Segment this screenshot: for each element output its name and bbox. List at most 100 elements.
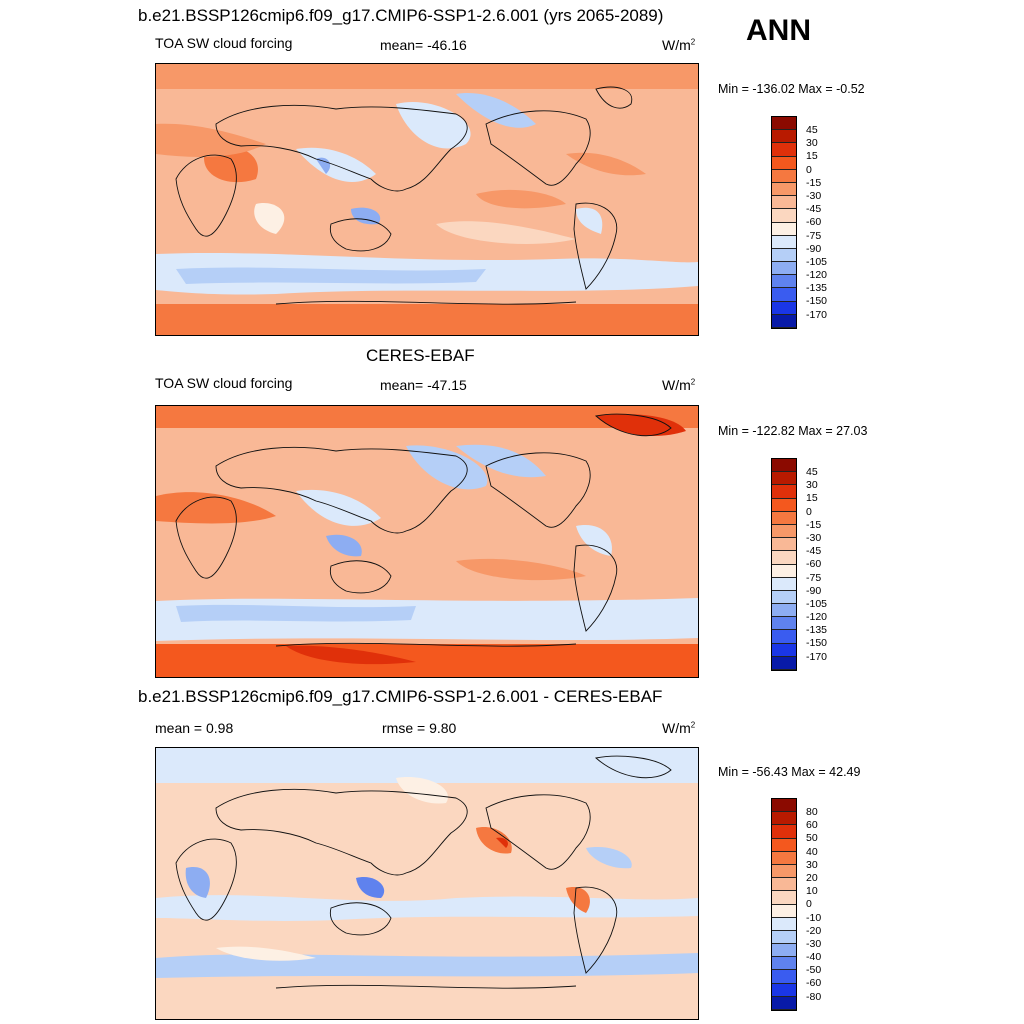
panel-3-colorbar-labels: 80 60 50 40 30 20 10 0 -10 -20 -30 -40 -50 -60 -80 — [806, 806, 821, 1004]
panel-1-colorbar-labels: 45 30 15 0 -15 -30 -45 -60 -75 -90 -105 -120 -135 -15… — [806, 124, 827, 322]
colorbar-swatch — [772, 275, 796, 289]
colorbar-swatch — [772, 630, 796, 644]
panel-1-mean: mean= -46.16 — [380, 37, 467, 53]
colorbar-swatch — [772, 564, 796, 578]
panel-3-units: W/m2 — [662, 720, 696, 736]
panel-1-colorbar — [771, 116, 797, 329]
colorbar-tick-label: 45 — [806, 466, 818, 478]
panel-1-minmax: Min = -136.02 Max = -0.52 — [718, 82, 865, 96]
colorbar-tick-label: -60 — [806, 977, 822, 990]
panel-2-units: W/m2 — [662, 377, 696, 393]
colorbar-tick-label: -10 — [806, 911, 822, 924]
colorbar-tick-label: -30 — [806, 937, 822, 950]
colorbar-tick-label: -80 — [806, 990, 822, 1003]
panel-1-variable: TOA SW cloud forcing — [155, 35, 293, 51]
panel-2-colorbar — [771, 458, 797, 671]
panel-1-title: b.e21.BSSP126cmip6.f09_g17.CMIP6-SSP1-2.… — [138, 6, 664, 25]
colorbar-tick-label: -135 — [806, 624, 828, 637]
colorbar-swatch — [772, 577, 796, 591]
colorbar-tick-label: 45 — [806, 124, 818, 136]
colorbar-swatch — [772, 825, 796, 839]
colorbar-swatch — [772, 930, 796, 945]
colorbar-tick-label: -105 — [806, 255, 828, 268]
colorbar-tick-label: -120 — [806, 269, 828, 282]
colorbar-tick-label: -170 — [806, 308, 828, 321]
colorbar-swatch — [772, 498, 796, 512]
colorbar-swatch — [772, 838, 796, 852]
colorbar-swatch — [772, 511, 796, 525]
colorbar-swatch — [772, 656, 796, 670]
colorbar-tick-label: -150 — [806, 637, 828, 650]
colorbar-swatch — [772, 182, 796, 197]
colorbar-tick-label: -15 — [806, 176, 822, 189]
colorbar-swatch — [772, 222, 796, 236]
colorbar-swatch — [772, 617, 796, 631]
colorbar-tick-label: -105 — [806, 597, 828, 610]
panel-3-colorbar — [771, 798, 797, 1011]
colorbar-swatch — [772, 472, 796, 486]
colorbar-swatch — [772, 301, 796, 315]
colorbar-tick-label: -170 — [806, 650, 828, 663]
colorbar-tick-label: -60 — [806, 558, 822, 571]
colorbar-swatch — [772, 485, 796, 499]
colorbar-swatch — [772, 983, 796, 997]
panel-2-mean: mean= -47.15 — [380, 377, 467, 393]
colorbar-swatch — [772, 878, 796, 892]
colorbar-swatch — [772, 538, 796, 552]
colorbar-swatch — [772, 288, 796, 302]
colorbar-tick-label: -135 — [806, 282, 828, 295]
panel-2-title: CERES-EBAF — [366, 346, 475, 365]
colorbar-swatch — [772, 524, 796, 539]
panel-3-title: b.e21.BSSP126cmip6.f09_g17.CMIP6-SSP1-2.… — [138, 687, 663, 706]
colorbar-tick-label: 0 — [806, 505, 812, 518]
colorbar-swatch — [772, 459, 796, 473]
colorbar-tick-label: 0 — [806, 898, 812, 911]
colorbar-tick-label: -75 — [806, 229, 822, 242]
colorbar-tick-label: 80 — [806, 806, 818, 818]
colorbar-tick-label: -90 — [806, 584, 822, 597]
colorbar-swatch — [772, 551, 796, 565]
colorbar-swatch — [772, 262, 796, 276]
panel-2-minmax: Min = -122.82 Max = 27.03 — [718, 424, 868, 438]
colorbar-swatch — [772, 209, 796, 223]
colorbar-swatch — [772, 917, 796, 931]
colorbar-swatch — [772, 996, 796, 1010]
colorbar-swatch — [772, 196, 796, 210]
colorbar-tick-label: -15 — [806, 518, 822, 531]
panel-3-minmax: Min = -56.43 Max = 42.49 — [718, 765, 861, 779]
colorbar-tick-label: 30 — [806, 479, 818, 492]
colorbar-swatch — [772, 590, 796, 605]
colorbar-tick-label: 30 — [806, 858, 818, 871]
colorbar-tick-label: -45 — [806, 203, 822, 216]
colorbar-swatch — [772, 169, 796, 183]
colorbar-swatch — [772, 143, 796, 157]
colorbar-swatch — [772, 799, 796, 813]
colorbar-tick-label: 15 — [806, 150, 818, 163]
colorbar-tick-label: -40 — [806, 951, 822, 964]
colorbar-swatch — [772, 117, 796, 131]
colorbar-tick-label: 30 — [806, 137, 818, 150]
colorbar-swatch — [772, 904, 796, 918]
panel-2-colorbar-labels: 45 30 15 0 -15 -30 -45 -60 -75 -90 -105 -120 -135 -15… — [806, 466, 827, 664]
colorbar-tick-label: 10 — [806, 885, 818, 898]
colorbar-tick-label: 40 — [806, 845, 818, 858]
colorbar-swatch — [772, 957, 796, 971]
colorbar-swatch — [772, 235, 796, 249]
colorbar-swatch — [772, 604, 796, 618]
colorbar-swatch — [772, 248, 796, 263]
colorbar-swatch — [772, 812, 796, 826]
colorbar-tick-label: -50 — [806, 964, 822, 977]
panel-2-map — [155, 405, 699, 678]
panel-1-map — [155, 63, 699, 336]
panel-3-rmse: rmse = 9.80 — [382, 720, 457, 736]
panel-3-mean: mean = 0.98 — [155, 720, 234, 736]
colorbar-swatch — [772, 851, 796, 865]
colorbar-tick-label: 60 — [806, 819, 818, 832]
colorbar-tick-label: 50 — [806, 832, 818, 845]
colorbar-tick-label: -45 — [806, 545, 822, 558]
colorbar-tick-label: -120 — [806, 611, 828, 624]
season-label: ANN — [746, 14, 811, 47]
colorbar-tick-label: -60 — [806, 216, 822, 229]
colorbar-swatch — [772, 643, 796, 657]
colorbar-swatch — [772, 156, 796, 170]
